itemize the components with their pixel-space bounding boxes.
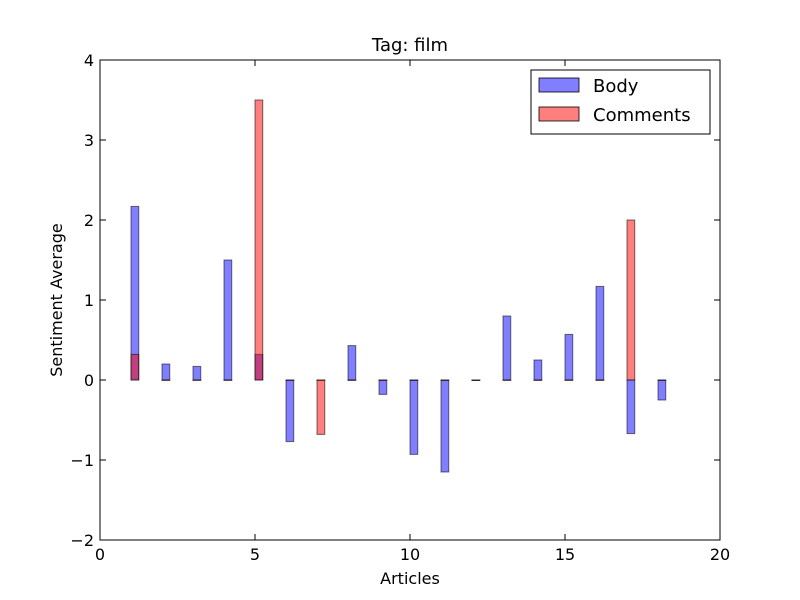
bar-body bbox=[223, 259, 233, 381]
y-tick-label: 4 bbox=[84, 51, 94, 70]
bar-comments bbox=[595, 379, 605, 381]
legend-swatch-comments bbox=[538, 106, 580, 122]
ticks-layer: 0 5 10 15 20 −2 −1 0 1 2 3 4 bbox=[70, 51, 730, 564]
legend-label-body: Body bbox=[593, 76, 639, 97]
bar-comments bbox=[657, 379, 667, 381]
bar-comments bbox=[440, 379, 450, 381]
plot-area: 0 5 10 15 20 −2 −1 0 1 2 3 4 bbox=[70, 51, 730, 564]
bar-body bbox=[657, 379, 667, 401]
y-tick-label: 3 bbox=[84, 131, 94, 150]
x-axis-label: Articles bbox=[380, 569, 440, 588]
bar-body bbox=[502, 315, 512, 381]
bar-comments bbox=[130, 353, 140, 381]
y-tick-label: −2 bbox=[70, 531, 94, 550]
bar-body bbox=[347, 345, 357, 381]
x-tick-label: 10 bbox=[400, 545, 420, 564]
bar-comments bbox=[285, 379, 295, 381]
bar-body bbox=[409, 379, 419, 455]
x-tick-label: 5 bbox=[250, 545, 260, 564]
bar-comments bbox=[502, 379, 512, 381]
bar-body bbox=[378, 379, 388, 395]
bar-comments bbox=[626, 219, 636, 381]
y-tick-label: 2 bbox=[84, 211, 94, 230]
bar-body bbox=[533, 359, 543, 381]
bar-body bbox=[192, 365, 202, 381]
bar-comments bbox=[347, 379, 357, 381]
bar-comments bbox=[192, 379, 202, 381]
x-tick-label: 0 bbox=[95, 545, 105, 564]
bar-comments bbox=[161, 379, 171, 381]
bar-comments bbox=[378, 379, 388, 381]
y-tick-label: 1 bbox=[84, 291, 94, 310]
y-tick-label: 0 bbox=[84, 371, 94, 390]
bar-body bbox=[564, 333, 574, 381]
chart-title: Tag: film bbox=[371, 35, 448, 56]
bar-comments bbox=[409, 379, 419, 381]
x-tick-label: 20 bbox=[710, 545, 730, 564]
y-tick-label: −1 bbox=[70, 451, 94, 470]
legend-label-comments: Comments bbox=[593, 105, 691, 126]
bar-comments bbox=[564, 379, 574, 381]
y-axis-label: Sentiment Average bbox=[47, 223, 66, 377]
bar-comments bbox=[533, 379, 543, 381]
bar-comments bbox=[471, 379, 481, 381]
bar-comments bbox=[223, 379, 233, 381]
bar-body bbox=[440, 379, 450, 473]
bar-body bbox=[285, 379, 295, 443]
x-tick-label: 15 bbox=[555, 545, 575, 564]
bar-body bbox=[626, 379, 636, 435]
bar-body bbox=[595, 285, 605, 381]
bar-comments bbox=[254, 99, 264, 381]
bar-body bbox=[161, 363, 171, 381]
bars-layer bbox=[130, 99, 667, 473]
plot-background bbox=[100, 60, 720, 540]
bar-comments bbox=[316, 379, 326, 435]
legend-swatch-body bbox=[538, 77, 580, 93]
legend: Body Comments bbox=[530, 69, 711, 135]
